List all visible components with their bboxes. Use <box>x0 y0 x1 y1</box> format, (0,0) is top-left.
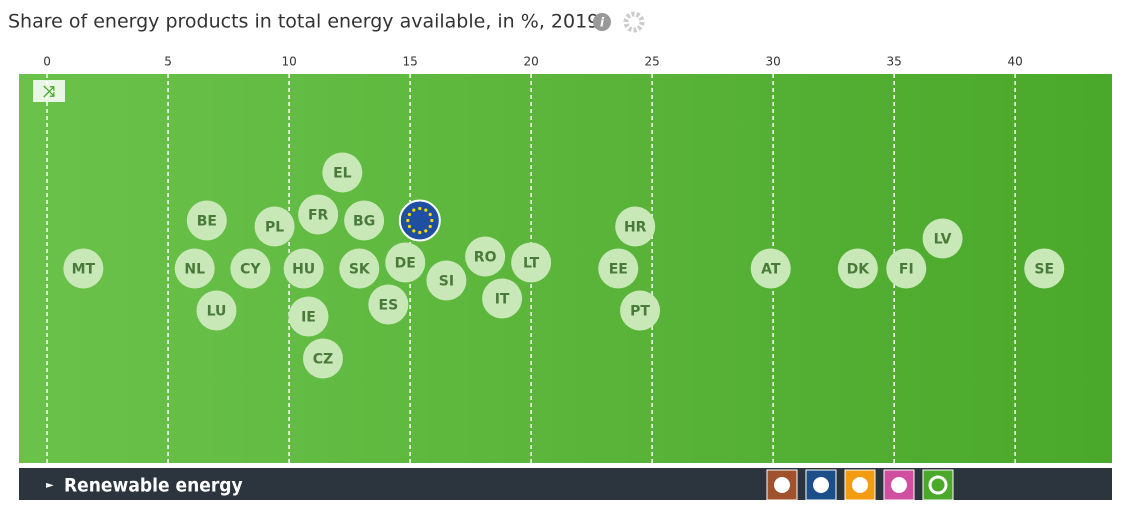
country-bubble <box>465 236 506 277</box>
eu-star <box>412 229 416 233</box>
country-bubble <box>174 248 215 289</box>
x-tick-label: 40 <box>1008 55 1023 69</box>
country-label: MT <box>72 262 96 278</box>
eu-star <box>406 218 410 223</box>
country-bubble <box>230 248 271 289</box>
country-bubble <box>511 242 552 283</box>
country-label: DK <box>847 262 871 278</box>
country-bubble <box>385 242 426 283</box>
product-button[interactable] <box>922 469 954 501</box>
country-bubble <box>254 206 295 247</box>
eu-star <box>412 208 416 212</box>
country-bubble <box>482 278 523 319</box>
x-tick-label: 10 <box>281 55 296 69</box>
country-label: LU <box>207 304 227 320</box>
x-tick-label: 0 <box>43 55 51 69</box>
country-bubble <box>344 200 385 241</box>
country-label: LV <box>934 232 952 248</box>
country-bubble <box>196 290 237 331</box>
country-bubble <box>302 338 343 379</box>
x-tick-label: 30 <box>766 55 781 69</box>
country-bubble <box>322 152 363 193</box>
country-bubble <box>750 248 791 289</box>
eu-star <box>407 212 412 217</box>
country-bubble <box>837 248 878 289</box>
country-bubble <box>283 248 324 289</box>
chart-title: Share of energy products in total energy… <box>8 11 599 33</box>
country-label: PL <box>265 220 284 236</box>
x-tick-label: 15 <box>402 55 417 69</box>
eu-star <box>424 208 428 212</box>
country-label: CY <box>240 262 261 278</box>
product-icon <box>774 477 790 493</box>
eu-star <box>428 212 432 217</box>
x-tick-label: 5 <box>164 55 172 69</box>
country-bubble <box>426 260 467 301</box>
country-label: CZ <box>313 352 333 368</box>
country-label: IE <box>301 310 316 326</box>
x-tick-label: 35 <box>887 55 902 69</box>
country-bubble <box>288 296 329 337</box>
country-label: SK <box>349 262 371 278</box>
country-label: SI <box>439 274 454 290</box>
country-label: SE <box>1034 262 1054 278</box>
country-label: DE <box>395 256 416 272</box>
product-icon <box>813 477 829 493</box>
country-bubble <box>620 290 661 331</box>
country-label: FR <box>308 208 329 224</box>
product-icon <box>891 477 907 493</box>
country-label: LT <box>523 256 540 272</box>
country-label: EL <box>333 166 352 182</box>
info-glyph: i <box>600 16 605 30</box>
country-label: NL <box>184 262 205 278</box>
country-bubble <box>186 200 227 241</box>
product-icon <box>852 477 868 493</box>
country-bubble <box>368 284 409 325</box>
country-label: AT <box>761 262 781 278</box>
country-bubble <box>598 248 639 289</box>
eu-star <box>428 224 432 229</box>
country-bubble <box>339 248 380 289</box>
country-label: HU <box>292 262 315 278</box>
country-bubble <box>886 248 927 289</box>
eu-star <box>407 224 412 229</box>
country-label: BE <box>197 214 217 230</box>
country-label: IT <box>495 292 510 308</box>
country-label: HR <box>624 220 647 236</box>
eu-star <box>430 218 434 223</box>
country-label: ES <box>379 298 399 314</box>
shuffle-glyph: ⤨ <box>43 83 55 101</box>
settings-icon[interactable] <box>623 11 645 33</box>
eu-star <box>424 229 428 233</box>
eu-marker <box>398 199 441 242</box>
country-bubble <box>922 218 963 259</box>
country-bubble <box>1024 248 1065 289</box>
eu-star <box>418 230 422 235</box>
x-tick-label: 20 <box>523 55 538 69</box>
country-bubble <box>298 194 339 235</box>
product-label[interactable]: Renewable energy <box>64 475 243 497</box>
info-icon[interactable] <box>593 13 611 31</box>
eu-star <box>418 206 422 211</box>
country-bubble <box>63 248 104 289</box>
country-label: BG <box>353 214 375 230</box>
product-icon <box>928 475 948 495</box>
country-label: RO <box>474 250 497 266</box>
product-button[interactable] <box>766 469 798 501</box>
expand-arrow[interactable]: ► <box>46 480 54 491</box>
country-bubble <box>615 206 656 247</box>
shuffle-button[interactable] <box>33 80 65 102</box>
country-label: EE <box>609 262 628 278</box>
x-tick-label: 25 <box>645 55 660 69</box>
country-label: FI <box>899 262 914 278</box>
country-label: PT <box>630 304 650 320</box>
